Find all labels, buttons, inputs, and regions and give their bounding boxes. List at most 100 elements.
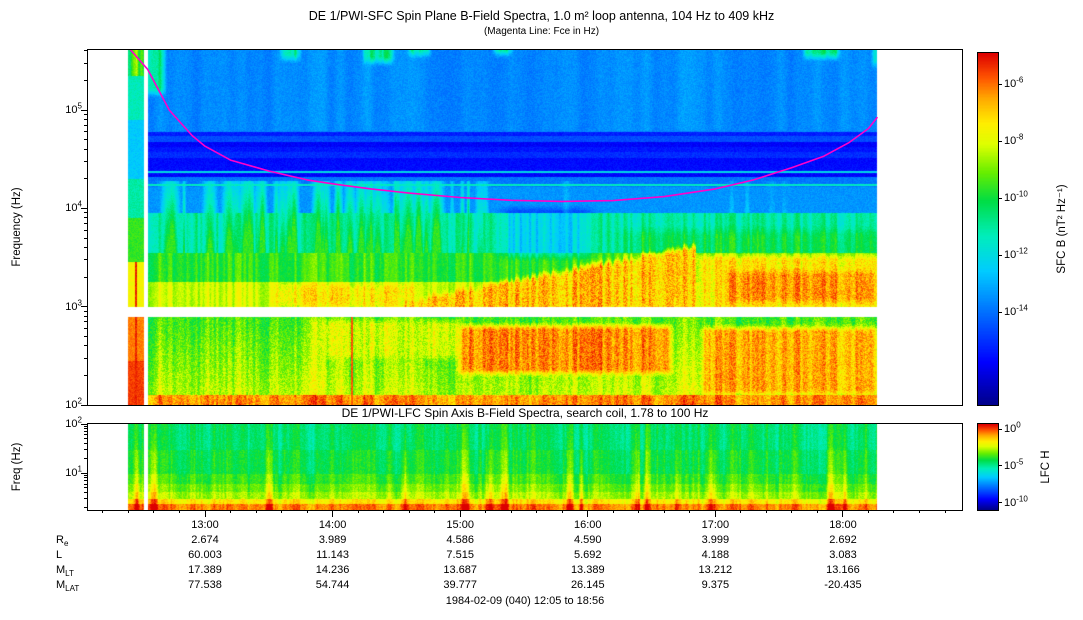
sfc-colorbar-tick-label: 10-10 (1004, 189, 1028, 205)
lfc-y-minor-tick (84, 474, 88, 476)
x-major-tick (332, 510, 334, 517)
sfc-y-minor-tick (84, 148, 88, 150)
x-minor-tick (230, 510, 232, 513)
x-tick-label: 17:00 (701, 519, 730, 531)
eph-value: 9.375 (701, 579, 730, 591)
lfc-y-major-tick (81, 472, 88, 474)
eph-row-label: MLT (56, 564, 74, 579)
sfc-y-tick-label: 102 (65, 396, 82, 411)
lfc-y-minor-tick (84, 425, 88, 427)
lfc-y-minor-tick (84, 480, 88, 482)
lfc-y-minor-tick (84, 431, 88, 433)
x-minor-tick (102, 510, 104, 513)
lfc-y-tick-label: 102 (65, 415, 82, 430)
sfc-y-minor-tick (84, 237, 88, 239)
fce-line (129, 50, 879, 203)
eph-value: 2.692 (829, 534, 857, 546)
x-tick-label: 15:00 (446, 519, 474, 531)
sfc-panel (88, 50, 962, 405)
sfc-y-minor-tick (84, 131, 88, 133)
x-minor-tick (127, 510, 129, 513)
sfc-colorbar-tick-label: 10-12 (1004, 246, 1028, 262)
lfc-y-tick-label: 101 (65, 464, 82, 480)
sfc-y-tick-label: 103 (65, 298, 82, 313)
sfc-y-minor-tick (84, 119, 88, 121)
sfc-y-minor-tick (84, 212, 88, 214)
lfc-colorbar-tick-label: 100 (1004, 420, 1021, 436)
x-minor-tick (536, 510, 538, 513)
sfc-y-minor-tick (84, 345, 88, 347)
sfc-colorbar-tick (998, 83, 1002, 85)
sfc-y-minor-tick (84, 335, 88, 337)
sfc-colorbar-tick-label: 10-14 (1004, 303, 1028, 319)
sfc-y-major-tick (81, 404, 88, 406)
lfc-y-minor-tick (84, 457, 88, 459)
x-minor-tick (663, 510, 665, 513)
x-minor-tick (306, 510, 308, 513)
sfc-y-minor-tick (84, 139, 88, 141)
eph-value: 26.145 (570, 579, 605, 591)
lfc-colorbar-tick-label: 10-10 (1004, 493, 1028, 509)
lfc-y-minor-tick (84, 443, 88, 445)
x-minor-tick (255, 510, 257, 513)
x-major-tick (204, 510, 206, 517)
sfc-y-tick-label: 104 (65, 199, 82, 215)
sfc-y-minor-tick (84, 259, 88, 261)
x-tick-label: 18:00 (829, 519, 857, 531)
eph-value: 3.999 (701, 534, 730, 546)
sfc-y-minor-tick (84, 328, 88, 329)
x-major-tick (714, 510, 716, 517)
sfc-y-minor-tick (84, 321, 88, 323)
x-minor-tick (740, 510, 742, 513)
sfc-y-minor-tick (84, 80, 88, 82)
x-major-tick (587, 510, 589, 517)
sfc-y-major-tick (81, 109, 88, 111)
eph-value: 7.515 (446, 549, 474, 561)
sfc-colorbar-label: SFC B (nT² Hz⁻¹) (1056, 184, 1068, 274)
sfc-y-minor-tick (84, 357, 88, 359)
x-minor-tick (153, 510, 155, 513)
lfc-title: DE 1/PWI-LFC Spin Axis B-Field Spectra, … (341, 406, 709, 420)
x-minor-tick (510, 510, 512, 513)
x-minor-tick (638, 510, 640, 513)
eph-value: 3.083 (829, 549, 857, 561)
eph-row-label: Re (56, 534, 69, 549)
x-minor-tick (357, 510, 359, 513)
eph-value: -20.435 (824, 579, 862, 591)
x-minor-tick (765, 510, 767, 513)
sfc-y-minor-tick (84, 114, 88, 116)
x-minor-tick (893, 510, 895, 513)
x-minor-tick (383, 510, 385, 513)
sfc-y-minor-tick (84, 50, 88, 52)
x-minor-tick (408, 510, 410, 513)
eph-value: 2.674 (191, 534, 219, 546)
lfc-y-minor-tick (84, 449, 88, 451)
sfc-colorbar-tick-label: 10-8 (1004, 132, 1024, 148)
sfc-y-tick-label: 105 (65, 101, 82, 117)
lfc-y-minor-tick (84, 438, 88, 440)
sfc-y-minor-tick (84, 276, 88, 278)
sfc-y-minor-tick (84, 62, 88, 64)
eph-value: 60.003 (188, 549, 222, 561)
eph-value: 4.188 (701, 549, 730, 561)
lfc-spectrogram-canvas (88, 424, 962, 510)
sfc-y-major-tick (81, 207, 88, 209)
eph-value: 77.538 (188, 579, 222, 591)
sfc-y-minor-tick (84, 315, 88, 317)
sfc-colorbar-tick (998, 197, 1002, 199)
lfc-colorbar-tick (998, 428, 1002, 430)
sfc-y-minor-tick (84, 247, 88, 249)
lfc-y-minor-tick (84, 483, 88, 485)
eph-value: 4.586 (446, 534, 474, 546)
lfc-y-major-tick (81, 423, 88, 425)
caption: 1984-02-09 (040) 12:05 to 18:56 (445, 595, 605, 607)
eph-value: 4.590 (574, 534, 602, 546)
lfc-y-minor-tick (84, 492, 88, 494)
lfc-panel (88, 424, 962, 510)
lfc-y-minor-tick (84, 507, 88, 508)
x-minor-tick (791, 510, 793, 513)
x-minor-tick (944, 510, 946, 513)
eph-value: 13.166 (826, 564, 860, 576)
sfc-spectrogram-canvas (88, 50, 962, 405)
lfc-y-minor-tick (84, 477, 88, 479)
